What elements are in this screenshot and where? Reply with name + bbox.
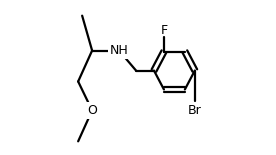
Text: F: F	[160, 24, 168, 37]
Text: Br: Br	[188, 104, 202, 117]
Text: O: O	[87, 104, 97, 117]
Text: NH: NH	[110, 44, 128, 57]
